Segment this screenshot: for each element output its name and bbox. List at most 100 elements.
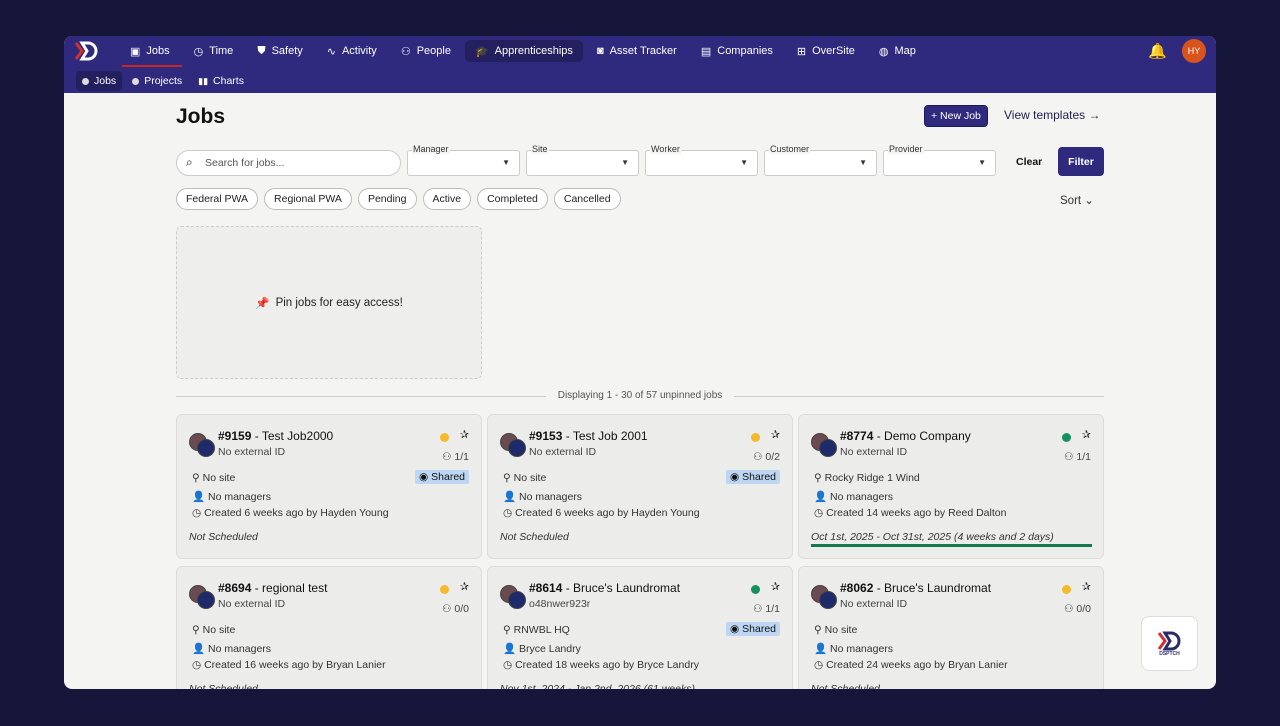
nav-oversite[interactable]: ⊞ OverSite: [787, 40, 865, 62]
managers-text: No managers: [830, 643, 894, 655]
nav-label: Asset Tracker: [609, 45, 677, 57]
user-icon: 👤: [192, 643, 206, 655]
dsptch-widget-button[interactable]: DSPTCH: [1141, 616, 1198, 671]
status-dot: [751, 433, 760, 442]
job-title[interactable]: #9159 - Test Job2000: [218, 429, 334, 443]
managers-text: No managers: [208, 491, 272, 503]
user-avatar[interactable]: HY: [1182, 39, 1206, 63]
clock-icon: ◷: [814, 507, 824, 519]
external-id: o48nwer923r: [529, 598, 591, 610]
select-label: Worker: [650, 144, 681, 154]
created-text: Created 6 weeks ago by Hayden Young: [515, 507, 700, 519]
count-text: 1/1: [765, 603, 780, 615]
job-avatars: [500, 585, 526, 611]
nav-people[interactable]: ⚇ People: [391, 40, 461, 62]
shared-badge: ◉ Shared: [726, 622, 780, 636]
nav-companies[interactable]: ▤ Companies: [691, 40, 783, 62]
dot-icon: [82, 77, 89, 85]
job-title[interactable]: #8774 - Demo Company: [840, 429, 971, 443]
chip-federal-pwa[interactable]: Federal PWA: [176, 188, 259, 210]
worker-select[interactable]: Worker ▼: [645, 144, 758, 176]
job-title[interactable]: #8694 - regional test: [218, 581, 328, 595]
job-schedule: Not Scheduled: [811, 683, 880, 689]
nav-label: People: [416, 45, 451, 57]
search-input[interactable]: ⌕ Search for jobs...: [176, 150, 401, 176]
job-card[interactable]: #9159 - Test Job2000 No external ID ✰ ⚇ …: [176, 414, 482, 559]
pin-icon: 📌: [255, 297, 270, 310]
customer-select[interactable]: Customer ▼: [764, 144, 877, 176]
nav-label: Map: [894, 45, 916, 57]
sort-dropdown[interactable]: Sort ⌄: [1060, 193, 1094, 207]
status-dot: [1062, 585, 1071, 594]
site-select[interactable]: Site ▼: [526, 144, 639, 176]
job-schedule: Nov 1st, 2024 - Jan 2nd, 2026 (61 weeks): [500, 683, 695, 689]
subnav-projects[interactable]: Projects: [126, 71, 188, 91]
nav-activity[interactable]: ∿ Activity: [317, 40, 387, 62]
external-id: No external ID: [840, 598, 908, 610]
manager-select[interactable]: Manager ▼: [407, 144, 520, 176]
subnav-jobs[interactable]: Jobs: [76, 71, 123, 91]
nav-time[interactable]: ◷ Time: [184, 40, 244, 62]
job-name: Bruce's Laundromat: [573, 581, 681, 595]
job-card[interactable]: #8062 - Bruce's Laundromat No external I…: [798, 566, 1104, 689]
nav-jobs[interactable]: ▣ Jobs: [120, 40, 182, 67]
pin-icon[interactable]: ✰: [1081, 429, 1091, 441]
job-managers: 👤 No managers: [503, 490, 582, 503]
chip-regional-pwa[interactable]: Regional PWA: [264, 188, 352, 210]
pin-icon[interactable]: ✰: [770, 581, 780, 593]
pin-icon[interactable]: ✰: [459, 581, 469, 593]
job-title[interactable]: #8062 - Bruce's Laundromat: [840, 581, 992, 595]
job-card[interactable]: #9153 - Test Job 2001 No external ID ✰ ⚇…: [487, 414, 793, 559]
building-icon: ▤: [700, 45, 712, 58]
chip-completed[interactable]: Completed: [477, 188, 548, 210]
provider-select[interactable]: Provider ▼: [883, 144, 996, 176]
job-managers: 👤 Bryce Landry: [503, 642, 581, 655]
job-site: ⚲ No site: [192, 624, 235, 636]
shield-icon: ⛊: [257, 44, 266, 57]
new-job-button[interactable]: + New Job: [924, 105, 988, 127]
nav-label: Time: [209, 45, 234, 57]
user-icon: 👤: [503, 643, 517, 655]
status-dot: [751, 585, 760, 594]
clock-icon: ◷: [192, 659, 202, 671]
app-logo[interactable]: [74, 41, 100, 61]
job-card[interactable]: #8774 - Demo Company No external ID ✰ ⚇ …: [798, 414, 1104, 559]
nav-map[interactable]: ◍ Map: [869, 40, 926, 62]
chip-cancelled[interactable]: Cancelled: [553, 188, 621, 210]
notification-bell-icon[interactable]: 🔔: [1148, 43, 1167, 60]
job-card[interactable]: #8694 - regional test No external ID ✰ ⚇…: [176, 566, 482, 689]
job-site: ⚲ No site: [503, 472, 546, 484]
job-avatars: [189, 433, 215, 459]
clear-button[interactable]: Clear: [1016, 156, 1043, 168]
main-content: Jobs + New Job View templates → ⌕ Search …: [176, 93, 1104, 689]
pin-icon[interactable]: ✰: [1081, 581, 1091, 593]
pin-icon[interactable]: ✰: [770, 429, 780, 441]
nav-asset-tracker[interactable]: ◙ Asset Tracker: [587, 40, 687, 62]
people-icon: ⚇: [753, 603, 763, 615]
pin-icon[interactable]: ✰: [459, 429, 469, 441]
pinned-jobs-area: 📌 Pin jobs for easy access!: [176, 226, 482, 379]
job-title[interactable]: #8614 - Bruce's Laundromat: [529, 581, 681, 595]
worker-count: ⚇ 1/1: [753, 603, 780, 615]
job-card[interactable]: #8614 - Bruce's Laundromat o48nwer923r ✰…: [487, 566, 793, 689]
chip-active[interactable]: Active: [422, 188, 472, 210]
view-templates-link[interactable]: View templates →: [1004, 108, 1101, 122]
job-schedule: Not Scheduled: [189, 683, 258, 689]
caret-down-icon: ▼: [502, 158, 510, 167]
filter-button[interactable]: Filter: [1058, 147, 1104, 176]
nav-apprenticeships[interactable]: 🎓 Apprenticeships: [464, 40, 583, 62]
nav-safety[interactable]: ⛊ Safety: [247, 40, 312, 62]
nav-label: Activity: [341, 45, 377, 57]
job-avatars: [811, 433, 837, 459]
job-title[interactable]: #9153 - Test Job 2001: [529, 429, 648, 443]
managers-text: No managers: [208, 643, 272, 655]
chip-pending[interactable]: Pending: [357, 188, 417, 210]
subnav-label: Projects: [144, 75, 183, 87]
job-schedule: Not Scheduled: [189, 531, 258, 543]
count-text: 0/0: [1076, 603, 1091, 615]
pin-message: Pin jobs for easy access!: [275, 296, 403, 309]
clock-icon: ◷: [192, 507, 202, 519]
count-text: 1/1: [1076, 451, 1091, 463]
location-pin-icon: ⚲: [503, 472, 511, 484]
subnav-charts[interactable]: ▮▮ Charts: [192, 71, 250, 91]
